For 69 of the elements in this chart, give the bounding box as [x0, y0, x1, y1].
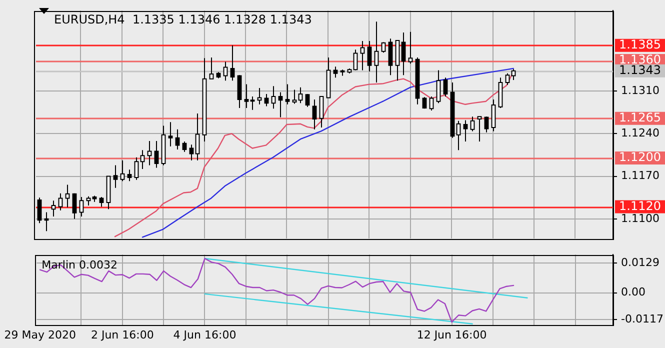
- ref-line-label: 1.1265: [619, 110, 661, 125]
- candlestick: [511, 68, 516, 81]
- candlestick: [147, 140, 152, 166]
- candlestick: [333, 66, 338, 78]
- x-tick-label: 4 Jun 16:00: [173, 328, 236, 342]
- candlestick: [58, 192, 63, 211]
- y-tick-label: 1.1240: [621, 126, 660, 140]
- x-tick-label: 29 May 2020: [4, 328, 76, 342]
- candlestick: [127, 169, 132, 182]
- candlestick: [72, 192, 77, 220]
- candlestick: [456, 120, 461, 151]
- candlestick: [230, 44, 235, 82]
- ref-line-label: 1.1343: [619, 63, 661, 78]
- y-tick-label: 0.0129: [621, 256, 660, 269]
- y-tick-label: 1.1100: [621, 212, 660, 225]
- chart-title: Marlin 0.0032: [42, 258, 118, 272]
- candlestick: [312, 99, 317, 130]
- candlestick: [223, 61, 228, 82]
- candlestick: [443, 77, 448, 97]
- candlestick: [44, 212, 49, 232]
- candlestick: [484, 116, 489, 133]
- candlestick: [244, 84, 249, 109]
- candlestick: [250, 96, 255, 110]
- candlestick: [79, 196, 84, 217]
- candlestick: [367, 40, 372, 72]
- candlestick: [51, 200, 56, 217]
- candlestick: [168, 122, 173, 147]
- candlestick: [388, 38, 393, 76]
- y-tick-label: 0.00: [621, 286, 646, 299]
- candlestick: [491, 99, 496, 132]
- candlestick: [134, 156, 139, 180]
- candlestick: [195, 113, 200, 161]
- candlestick: [154, 140, 159, 168]
- chart-title: EURUSD,H4 1.1335 1.1346 1.1328 1.1343: [54, 12, 312, 27]
- candlestick: [209, 57, 214, 80]
- ref-line-label: 1.1200: [619, 150, 661, 164]
- candlestick: [285, 84, 290, 105]
- candlestick: [86, 196, 91, 206]
- candlestick: [436, 70, 441, 104]
- y-tick-label: -0.0117: [621, 312, 664, 326]
- candlestick: [37, 197, 42, 224]
- candlestick: [120, 160, 125, 182]
- candlestick: [505, 72, 510, 86]
- candlestick: [319, 96, 324, 128]
- candlestick: [374, 21, 379, 83]
- candlestick: [257, 87, 262, 105]
- candlestick: [99, 196, 104, 208]
- y-tick-label: 1.1170: [621, 169, 660, 182]
- candlestick: [175, 128, 180, 150]
- candlestick: [470, 116, 475, 132]
- x-tick-label: 2 Jun 16:00: [90, 328, 154, 342]
- candlestick: [292, 89, 297, 104]
- candlestick: [278, 92, 283, 118]
- candlestick: [298, 86, 303, 104]
- candlestick: [182, 141, 187, 152]
- candlestick: [305, 94, 310, 108]
- y-tick-label: 1.1310: [621, 84, 660, 97]
- candlestick: [477, 116, 482, 142]
- candlestick: [237, 74, 242, 109]
- x-tick-label: 12 Jun 16:00: [416, 328, 487, 342]
- candlestick: [140, 150, 145, 170]
- candlestick: [271, 86, 276, 110]
- candlestick: [353, 49, 358, 71]
- ref-line-label: 1.1120: [619, 198, 661, 213]
- candlestick: [65, 184, 70, 208]
- candlestick: [463, 120, 468, 142]
- candlestick: [408, 31, 413, 64]
- ref-line-label: 1.1385: [619, 37, 661, 52]
- candlestick: [113, 164, 118, 188]
